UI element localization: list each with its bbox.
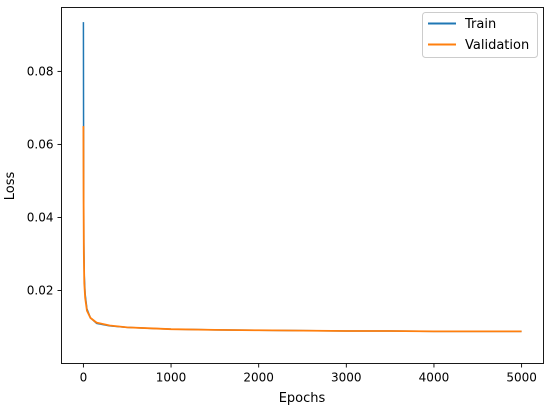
x-tick-label: 5000 [506, 371, 537, 385]
y-tick-label: 0.08 [27, 64, 54, 78]
legend-label-train: Train [464, 17, 496, 32]
x-tick-label: 4000 [419, 371, 450, 385]
x-axis: 0 1000 2000 3000 4000 5000 [80, 363, 537, 385]
y-tick-label: 0.02 [27, 283, 54, 297]
legend: Train Validation [422, 12, 538, 58]
x-axis-label: Epochs [279, 391, 326, 406]
plot-frame [61, 7, 544, 364]
y-tick-label: 0.06 [27, 137, 54, 151]
x-tick-label: 1000 [156, 371, 187, 385]
legend-label-validation: Validation [465, 38, 529, 53]
series-line-train [82, 22, 522, 333]
y-tick-label: 0.04 [27, 210, 54, 224]
x-tick-label: 0 [80, 371, 88, 385]
series-lines [82, 22, 522, 333]
x-tick-label: 2000 [243, 371, 274, 385]
series-line-validation [82, 126, 522, 333]
x-tick-label: 3000 [331, 371, 362, 385]
y-axis: 0.02 0.04 0.06 0.08 [27, 64, 62, 297]
y-axis-label: Loss [3, 172, 18, 201]
